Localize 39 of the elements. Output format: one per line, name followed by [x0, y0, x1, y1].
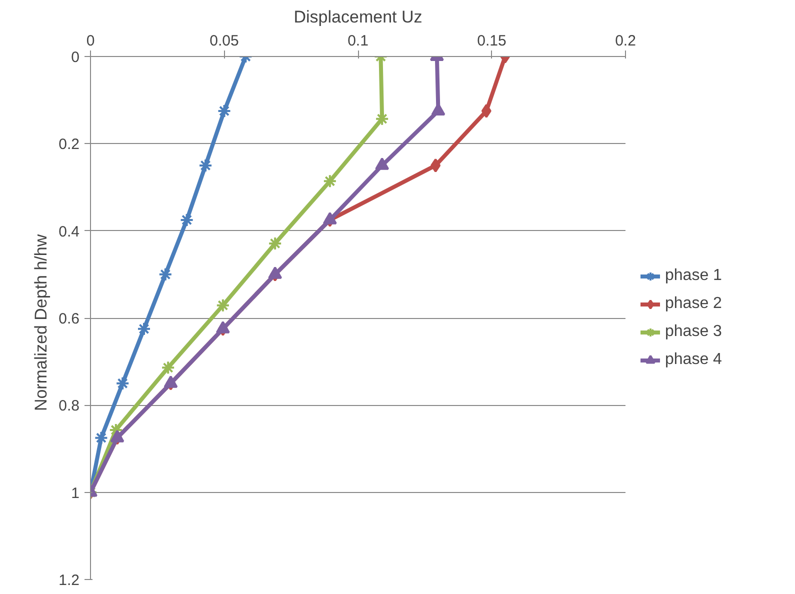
- point: [322, 212, 337, 224]
- y-axis-title: Normalized Depth h/hw: [32, 234, 51, 412]
- y-tick-label: 0.2: [58, 136, 80, 154]
- point: [164, 375, 178, 388]
- point: [198, 158, 213, 172]
- point: [322, 174, 337, 188]
- y-tick-label: 0.6: [58, 310, 80, 328]
- point: [180, 212, 194, 227]
- point: [161, 360, 176, 375]
- x-tick-label: 0.2: [615, 32, 636, 50]
- legend-label: phase 1: [665, 266, 722, 284]
- point: [481, 104, 492, 118]
- x-tick-label: 0: [86, 32, 95, 50]
- legend-label: phase 2: [665, 294, 722, 312]
- point: [110, 430, 124, 442]
- point: [375, 112, 390, 126]
- x-tick-label: 0.1: [348, 32, 368, 50]
- point: [137, 322, 151, 336]
- legend-label: phase 4: [665, 350, 722, 368]
- point: [116, 376, 130, 390]
- point: [430, 158, 441, 172]
- point: [158, 267, 172, 282]
- x-tick-label: 0.05: [210, 32, 239, 50]
- y-tick-label: 0: [71, 49, 80, 66]
- y-tick-label: 0.8: [58, 398, 80, 415]
- y-tick-label: 1.2: [58, 572, 80, 589]
- legend-label: phase 3: [665, 322, 722, 340]
- point: [431, 103, 446, 116]
- point: [268, 266, 282, 279]
- point: [216, 320, 230, 334]
- point: [268, 236, 282, 250]
- y-tick-label: 1: [71, 484, 80, 502]
- y-tick-label: 0.4: [58, 223, 80, 240]
- x-tick-label: 0.15: [477, 32, 506, 50]
- point: [94, 430, 108, 445]
- point: [375, 158, 390, 170]
- point: [217, 104, 232, 118]
- chart-title: Displacement Uz: [294, 8, 422, 26]
- point: [216, 298, 230, 312]
